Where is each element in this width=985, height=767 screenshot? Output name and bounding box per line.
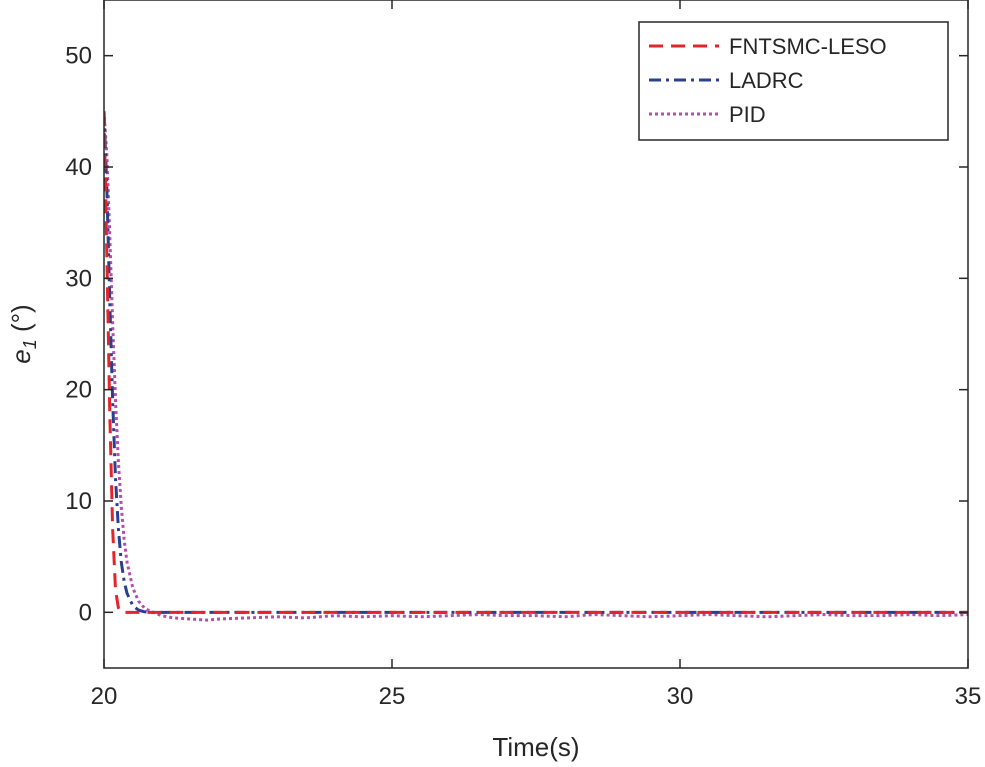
x-tick-label: 35 <box>955 683 982 710</box>
x-axis-title: Time(s) <box>492 732 579 762</box>
plot-area <box>104 111 968 622</box>
y-tick-label: 30 <box>65 265 92 292</box>
legend: FNTSMC-LESO LADRC PID <box>638 21 949 141</box>
legend-label-2: PID <box>729 102 766 127</box>
y-axis-title-base: e <box>6 349 36 363</box>
series-line-0 <box>104 111 968 614</box>
y-tick-label: 20 <box>65 377 92 404</box>
series-line-2 <box>104 111 968 622</box>
legend-box <box>638 21 949 141</box>
series-line-1 <box>104 111 968 614</box>
legend-label-0: FNTSMC-LESO <box>729 34 887 59</box>
x-tick-label: 20 <box>91 683 118 710</box>
y-tick-label: 40 <box>65 154 92 181</box>
axes-box <box>103 0 969 669</box>
x-tick-label: 25 <box>379 683 406 710</box>
x-tick-label: 30 <box>667 683 694 710</box>
y-axis-title-subscript: 1 <box>20 339 40 349</box>
y-tick-label: 50 <box>65 43 92 70</box>
y-axis-title: e1 (°) <box>6 304 40 363</box>
y-tick-label: 0 <box>79 599 92 626</box>
legend-label-1: LADRC <box>729 68 804 93</box>
y-axis-title-unit: (°) <box>6 304 36 339</box>
axes: 20 25 30 35 0 10 20 30 40 50 <box>65 0 981 710</box>
y-tick-label: 10 <box>65 488 92 515</box>
